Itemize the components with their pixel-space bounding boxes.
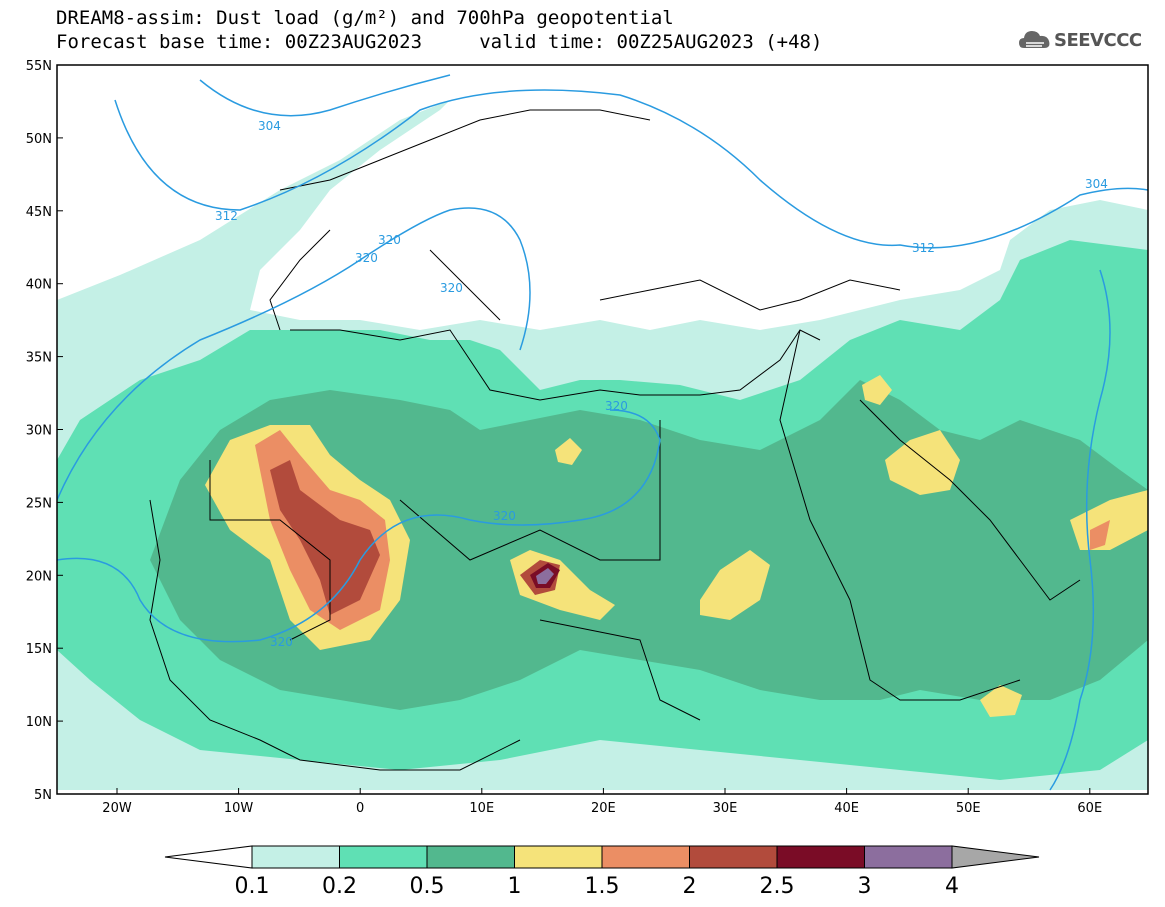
contour-320-east [1049,269,1111,791]
dust-region-2 [270,460,380,615]
colorbar-tick-label: 3 [858,874,872,899]
lat-label: 35N [26,351,52,366]
colorbar-segment [601,845,690,869]
colorbar-segment [251,845,340,869]
lon-label: 10E [469,801,494,816]
colorbar-tick-label: 0.1 [235,874,270,899]
lat-label: 10N [26,715,52,730]
lat-label: 55N [26,59,52,74]
contour-label: 312 [912,241,935,255]
dust-region-1-iraq [862,375,892,405]
contour-label: 312 [215,209,238,223]
colorbar-segment [514,845,603,869]
contour-label: 304 [1085,177,1108,191]
dust-region-1.5-oman [1090,520,1110,550]
lon-label: 10W [224,801,254,816]
longitude-axis: 20W 10W 0 10E 20E 30E 40E 50E 60E [102,788,1102,816]
dust-region-1-somalia [980,685,1022,717]
contour-label: 320 [355,251,378,265]
coastlines-borders [149,109,1081,771]
lat-label: 50N [26,132,52,147]
colorbar-tick-label: 2.5 [760,874,795,899]
lat-label: 5N [34,788,52,803]
contour-304 [199,74,451,117]
geopotential-contours [57,74,1148,791]
contour-312 [114,89,1148,249]
lon-label: 40E [834,801,859,816]
colorbar-segment [864,845,953,869]
dust-region-3 [536,568,554,584]
seevccc-logo: SEEVCCC [1018,26,1152,58]
lon-label: 30E [713,801,738,816]
colorbar-segment [339,845,428,869]
dust-region-1-oman [1070,490,1148,550]
colorbar-tick-label: 1 [508,874,522,899]
colorbar-tick-label: 4 [945,874,959,899]
contour-320-sahara [57,409,661,643]
lat-label: 40N [26,278,52,293]
dust-load-field [57,80,1148,790]
dust-region-1-libya [555,438,582,465]
contour-label: 320 [440,281,463,295]
colorbar-segment [776,845,865,869]
latitude-axis: 55N 50N 45N 40N 35N 30N 25N 20N 15N 10N 5N [26,59,63,803]
lon-label: 60E [1077,801,1102,816]
lat-label: 45N [26,205,52,220]
lon-label: 20W [102,801,132,816]
contour-label: 304 [258,119,281,133]
lat-label: 30N [26,424,52,439]
dust-region-1-arabia [885,430,960,495]
contour-label: 320 [270,635,293,649]
colorbar-segment [689,845,778,869]
lat-label: 20N [26,569,52,584]
map-title: DREAM8-assim: Dust load (g/m²) and 700hP… [56,7,674,29]
colorbar-tick-label: 2 [683,874,697,899]
colorbar: 0.1 0.2 0.5 1 1.5 2 2.5 3 4 [164,845,1040,899]
cloud-logo-icon [1019,31,1050,48]
colorbar-min-arrow [164,845,253,869]
contour-label: 320 [378,233,401,247]
lon-label: 50E [956,801,981,816]
lon-label: 0 [356,801,364,816]
contour-320 [57,207,531,501]
colorbar-tick-label: 1.5 [585,874,620,899]
colorbar-tick-label: 0.5 [410,874,445,899]
colorbar-tick-label: 0.2 [322,874,357,899]
colorbar-max-arrow [951,845,1040,869]
lat-label: 25N [26,496,52,511]
colorbar-segment [426,845,515,869]
contour-labels: 304 312 320 320 320 320 320 312 304 320 [215,119,1108,649]
lat-label: 15N [26,642,52,657]
forecast-time-subtitle: Forecast base time: 00Z23AUG2023 valid t… [56,31,823,53]
contour-label: 320 [493,509,516,523]
logo-text: SEEVCCC [1054,30,1142,51]
dust-region-1-sudan [700,550,770,620]
lon-label: 20E [591,801,616,816]
contour-label: 320 [605,399,628,413]
